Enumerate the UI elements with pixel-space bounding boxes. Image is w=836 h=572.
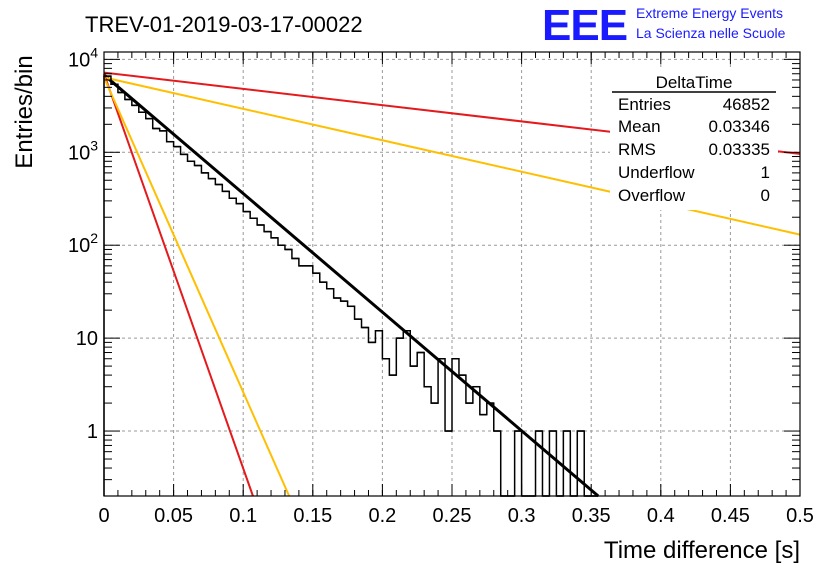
fit-curve [103, 73, 600, 498]
x-tick-label: 0.2 [368, 505, 396, 527]
y-tick-label: 103 [68, 137, 98, 164]
x-axis-title: Time difference [s] [604, 537, 800, 564]
x-tick-label: 0.05 [154, 505, 193, 527]
logo-line-2: La Scienza nelle Scuole [636, 25, 786, 41]
y-tick-label: 1 [87, 421, 98, 443]
stat-label: Entries [618, 95, 671, 114]
y-tick-label: 10 [76, 328, 98, 350]
stat-label: Mean [618, 117, 661, 136]
x-tick-label: 0 [98, 505, 109, 527]
stat-label: Overflow [618, 186, 686, 205]
x-tick-label: 0.35 [572, 505, 611, 527]
x-tick-label: 0.15 [293, 505, 332, 527]
run-title: TREV-01-2019-03-17-00022 [85, 12, 363, 37]
y-axis-title: Entries/bin [11, 55, 38, 168]
x-tick-label: 0.4 [647, 505, 675, 527]
stat-value: 1 [761, 163, 770, 182]
eee-logo: EEE [542, 1, 627, 50]
y-tick-label: 104 [68, 44, 98, 71]
stat-value: 0 [761, 186, 770, 205]
stats-box: DeltaTime Entries 46852 Mean 0.03346 RMS… [610, 70, 778, 210]
stat-value: 0.03335 [709, 140, 770, 159]
logo-line-1: Extreme Energy Events [636, 5, 783, 21]
fit-curve [103, 76, 291, 497]
x-tick-label: 0.1 [229, 505, 257, 527]
x-tick-label: 0.25 [433, 505, 472, 527]
x-tick-label: 0.45 [711, 505, 750, 527]
stat-label: RMS [618, 140, 656, 159]
axis-ticks: 0 0.05 0.1 0.15 0.2 0.25 0.3 0.35 0.4 0.45 0.51101… [68, 44, 814, 527]
stat-label: Underflow [618, 163, 695, 182]
stat-value: 46852 [723, 95, 770, 114]
stat-value: 0.03346 [709, 117, 770, 136]
fit-curve [103, 73, 254, 497]
stats-box-title: DeltaTime [656, 73, 733, 92]
x-tick-label: 0.3 [508, 505, 536, 527]
x-tick-label: 0.5 [786, 505, 814, 527]
y-tick-label: 102 [68, 230, 98, 257]
